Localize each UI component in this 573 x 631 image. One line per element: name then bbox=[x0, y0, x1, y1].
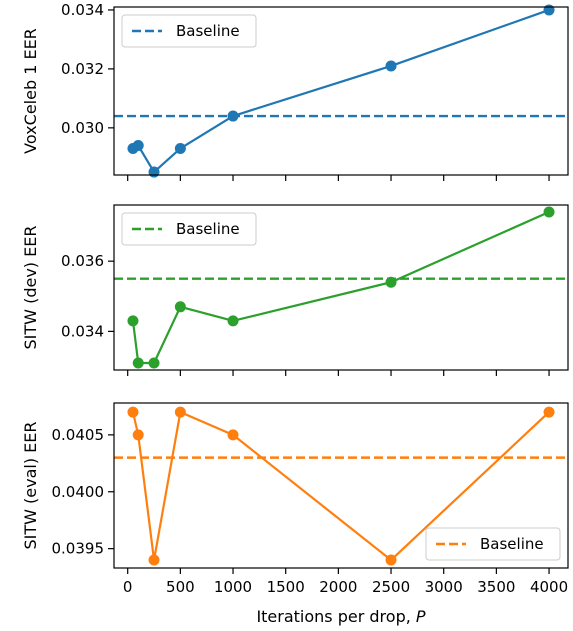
data-point bbox=[127, 315, 139, 327]
y-axis-label: VoxCeleb 1 EER bbox=[21, 28, 40, 154]
legend-box bbox=[121, 14, 257, 48]
data-point bbox=[543, 406, 555, 418]
y-tick-label: 0.034 bbox=[61, 322, 104, 340]
data-point bbox=[127, 406, 139, 418]
y-axis-label: SITW (eval) EER bbox=[21, 421, 40, 549]
y-tick-label: 0.032 bbox=[61, 60, 104, 78]
y-tick-label: 0.0405 bbox=[52, 426, 105, 444]
x-axis-label: Iterations per drop, P bbox=[256, 607, 425, 626]
x-tick-label: 4000 bbox=[530, 578, 568, 596]
x-tick-label: 1000 bbox=[214, 578, 252, 596]
legend-label: Baseline bbox=[480, 535, 544, 553]
data-point bbox=[174, 142, 186, 154]
data-point bbox=[385, 554, 397, 566]
data-point bbox=[174, 406, 186, 418]
data-point bbox=[385, 60, 397, 72]
plot-frame bbox=[113, 204, 569, 371]
panel-2: 0.034 0.036 SITW (dev) EER Baseline bbox=[21, 204, 569, 376]
data-point bbox=[148, 166, 160, 178]
y-tick-label: 0.0395 bbox=[52, 540, 105, 558]
y-tick-label: 0.0400 bbox=[52, 483, 105, 501]
data-point bbox=[174, 301, 186, 313]
legend-box bbox=[121, 212, 257, 246]
panel-1: 0.030 0.032 0.034 VoxCeleb 1 EER Baseline bbox=[21, 1, 569, 181]
legend: Baseline bbox=[121, 14, 257, 48]
data-point bbox=[227, 315, 239, 327]
data-point bbox=[227, 429, 239, 441]
x-tick-label: 3500 bbox=[477, 578, 515, 596]
y-axis-label: SITW (dev) EER bbox=[21, 226, 40, 350]
plot-frame bbox=[113, 402, 569, 569]
x-tick-label: 2000 bbox=[319, 578, 357, 596]
legend-label: Baseline bbox=[176, 22, 240, 40]
y-tick-label: 0.036 bbox=[61, 252, 104, 270]
data-point bbox=[132, 357, 144, 369]
x-tick-label: 500 bbox=[166, 578, 195, 596]
data-point bbox=[227, 110, 239, 122]
y-tick-label: 0.034 bbox=[61, 1, 104, 19]
data-point bbox=[385, 276, 397, 288]
legend-box bbox=[425, 527, 561, 561]
data-point bbox=[148, 357, 160, 369]
data-point bbox=[543, 206, 555, 218]
x-tick-label: 0 bbox=[123, 578, 133, 596]
legend: Baseline bbox=[121, 212, 257, 246]
legend: Baseline bbox=[425, 527, 561, 561]
data-point bbox=[148, 554, 160, 566]
y-tick-label: 0.030 bbox=[61, 119, 104, 137]
panel-3: 0 500 1000 1500 2000 2500 3000 3500 4000 0.0395 0.… bbox=[21, 402, 569, 596]
plot-frame bbox=[113, 6, 569, 176]
x-tick-label: 3000 bbox=[425, 578, 463, 596]
x-tick-label: 2500 bbox=[372, 578, 410, 596]
data-point bbox=[132, 140, 144, 152]
x-tick-label: 1500 bbox=[267, 578, 305, 596]
data-point bbox=[132, 429, 144, 441]
legend-label: Baseline bbox=[176, 220, 240, 238]
data-point bbox=[543, 4, 555, 16]
